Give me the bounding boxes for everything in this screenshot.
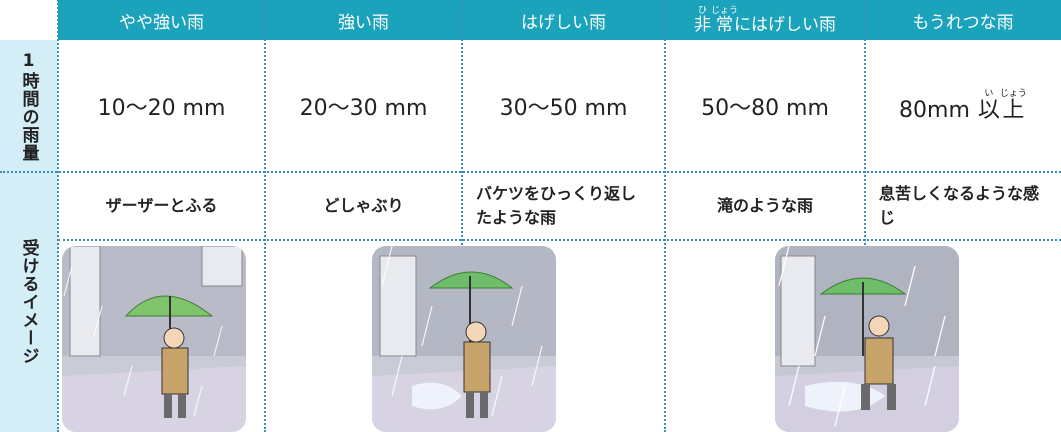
- header-cell: やや強い雨: [58, 0, 265, 40]
- row-label-cell: 受けるイメージ: [0, 172, 58, 432]
- amount-text: 80mm: [899, 97, 970, 123]
- amount: 80mm 以い上じょう: [899, 89, 1027, 124]
- amount-cell: 50〜80 mm: [665, 40, 865, 172]
- ruby-text: じょう: [710, 5, 738, 16]
- header-cell: はげしい雨: [462, 0, 665, 40]
- header-cell: もうれつな雨: [865, 0, 1061, 40]
- ruby: 非ひ: [693, 6, 711, 35]
- ruby-base: 上: [999, 97, 1027, 123]
- divider: [461, 0, 463, 432]
- impression-cell: バケツをひっくり返したような雨: [462, 172, 665, 240]
- amount-cell: 10〜20 mm: [58, 40, 265, 172]
- header-cell: 非ひ常じょうにはげしい雨: [665, 0, 865, 40]
- header-cell: 強い雨: [265, 0, 462, 40]
- header-text-rest: にはげしい雨: [733, 14, 836, 35]
- amount: 10〜20 mm: [97, 96, 226, 121]
- amount: 50〜80 mm: [701, 96, 829, 121]
- illustration: [62, 246, 246, 432]
- amount-cell: 80mm 以い上じょう: [865, 40, 1061, 172]
- divider: [864, 0, 866, 432]
- impression-cell: 滝のような雨: [665, 172, 865, 240]
- divider: [57, 0, 59, 432]
- ruby-base: 以: [977, 97, 1000, 123]
- header-text: やや強い雨: [119, 12, 204, 33]
- header-text: 非ひ常じょうにはげしい雨: [694, 6, 836, 35]
- illustration: [372, 246, 556, 432]
- ruby-text: い: [977, 88, 1000, 99]
- impression: ザーザーとふる: [105, 196, 218, 215]
- row-label-cell: 1時間の雨量: [0, 40, 58, 172]
- divider: [664, 0, 666, 432]
- ruby-base: 常: [710, 14, 738, 35]
- illustration: [775, 246, 959, 432]
- impression-cell: どしゃぶり: [265, 172, 462, 240]
- ruby-text: ひ: [693, 5, 711, 16]
- header-text: もうれつな雨: [912, 12, 1014, 33]
- impression-cell: 息苦しくなるような感じ: [865, 172, 1061, 240]
- impression: どしゃぶり: [323, 196, 404, 215]
- impression-cell: ザーザーとふる: [58, 172, 265, 240]
- divider: [58, 239, 1061, 241]
- amount: 20〜30 mm: [299, 96, 428, 121]
- amount: 30〜50 mm: [499, 96, 628, 121]
- impression: 息苦しくなるような感じ: [879, 184, 1040, 227]
- divider: [0, 171, 1061, 173]
- ruby-text: じょう: [999, 88, 1027, 99]
- ruby: 上じょう: [999, 89, 1027, 123]
- row-label: 1時間の雨量: [18, 50, 39, 162]
- ruby-base: 非: [693, 14, 711, 35]
- header-text: はげしい雨: [521, 12, 606, 33]
- impression: 滝のような雨: [716, 196, 813, 215]
- amount-cell: 20〜30 mm: [265, 40, 462, 172]
- row-label: 受けるイメージ: [18, 239, 39, 365]
- amount-cell: 30〜50 mm: [462, 40, 665, 172]
- header-text: 強い雨: [338, 12, 389, 33]
- ruby: 以い: [977, 89, 1000, 123]
- impression: バケツをひっくり返したような雨: [476, 184, 637, 227]
- divider: [264, 0, 266, 432]
- ruby: 常じょう: [711, 6, 738, 35]
